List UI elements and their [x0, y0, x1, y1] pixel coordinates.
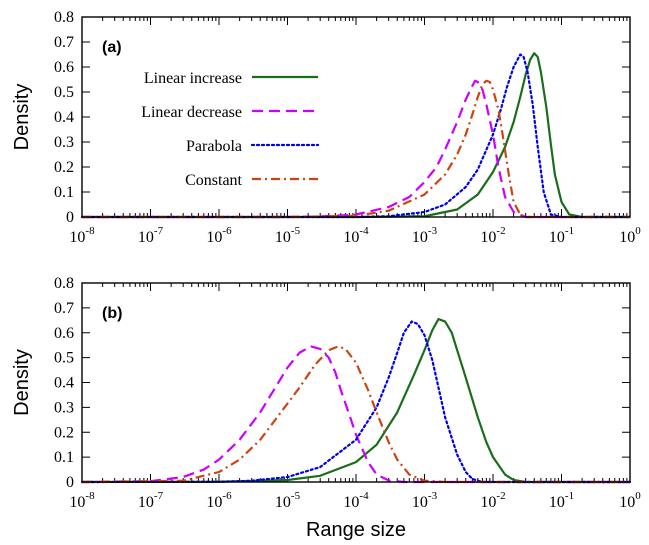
x-tick-label: 10-4 [343, 490, 369, 511]
y-tick-label: 0.5 [54, 350, 74, 367]
x-tick-label: 10-8 [69, 490, 95, 511]
x-tick-label: 100 [619, 490, 641, 511]
y-tick-label: 0.8 [54, 9, 74, 26]
y-tick-label: 0 [66, 209, 74, 226]
panel-b-label: (b) [102, 305, 122, 322]
x-tick-label: 10-1 [549, 490, 574, 511]
x-tick-label: 10-5 [275, 490, 301, 511]
panel-b: 10-8 10-7 10-6 10-5 10-4 10-3 10-2 10-1 100 0 0.1 0… [11, 275, 641, 541]
legend-label-linear-increase: Linear increase [144, 70, 242, 87]
x-tick-label: 10-6 [206, 225, 232, 246]
x-tick-label: 10-8 [69, 225, 95, 246]
x-tick-label: 10-6 [206, 490, 232, 511]
x-tick-label: 100 [619, 225, 641, 246]
y-tick-label: 0.3 [54, 134, 74, 151]
x-tick-label: 10-7 [138, 225, 164, 246]
y-tick-label: 0.2 [54, 424, 74, 441]
legend-label-constant: Constant [185, 172, 242, 189]
y-tick-label: 0.4 [54, 109, 74, 126]
y-tick-label: 0.6 [54, 325, 74, 342]
y-tick-label: 0.7 [54, 300, 74, 317]
series-constant-panel-b [81, 345, 630, 484]
x-axis-label: Range size [306, 519, 406, 541]
y-tick-label: 0.1 [54, 184, 74, 201]
series-constant-panel-a [82, 79, 630, 219]
y-tick-label: 0.1 [54, 449, 74, 466]
x-tick-label: 10-5 [275, 225, 301, 246]
panel-a-y-axis-label: Density [11, 84, 33, 151]
x-tick-label: 10-1 [549, 225, 574, 246]
y-tick-label: 0.2 [54, 159, 74, 176]
x-tick-label: 10-7 [138, 490, 164, 511]
panel-b-y-axis-label: Density [11, 349, 33, 416]
series-parabola-panel-a [80, 53, 632, 219]
series-linear-decrease-panel-a [82, 79, 630, 219]
y-tick-label: 0.4 [54, 375, 74, 392]
x-tick-label: 10-3 [412, 490, 438, 511]
y-tick-label: 0.8 [54, 275, 74, 292]
y-tick-label: 0 [66, 474, 74, 491]
x-tick-label: 10-3 [412, 225, 438, 246]
y-tick-label: 0.6 [54, 59, 74, 76]
legend: Linear increase Linear decrease Parabola… [141, 70, 320, 189]
panel-a-label: (a) [102, 39, 122, 56]
x-tick-label: 10-2 [480, 225, 505, 246]
y-tick-label: 0.7 [54, 34, 74, 51]
series-linear-increase-panel-a [82, 52, 630, 219]
series-linear-increase-panel-b [81, 317, 630, 484]
x-tick-label: 10-4 [343, 225, 369, 246]
panel-a: 10-8 10-7 10-6 10-5 10-4 10-3 10-2 10-1 100 0 0.1 0… [11, 9, 641, 246]
series-linear-decrease-panel-b [81, 345, 630, 484]
panel-a-frame [81, 16, 631, 218]
series-parabola-panel-b [80, 320, 632, 484]
y-tick-label: 0.3 [54, 399, 74, 416]
y-tick-label: 0.5 [54, 84, 74, 101]
legend-label-parabola: Parabola [186, 138, 242, 155]
legend-label-linear-decrease: Linear decrease [141, 104, 242, 121]
panel-b-frame [81, 282, 631, 483]
x-tick-label: 10-2 [480, 490, 505, 511]
